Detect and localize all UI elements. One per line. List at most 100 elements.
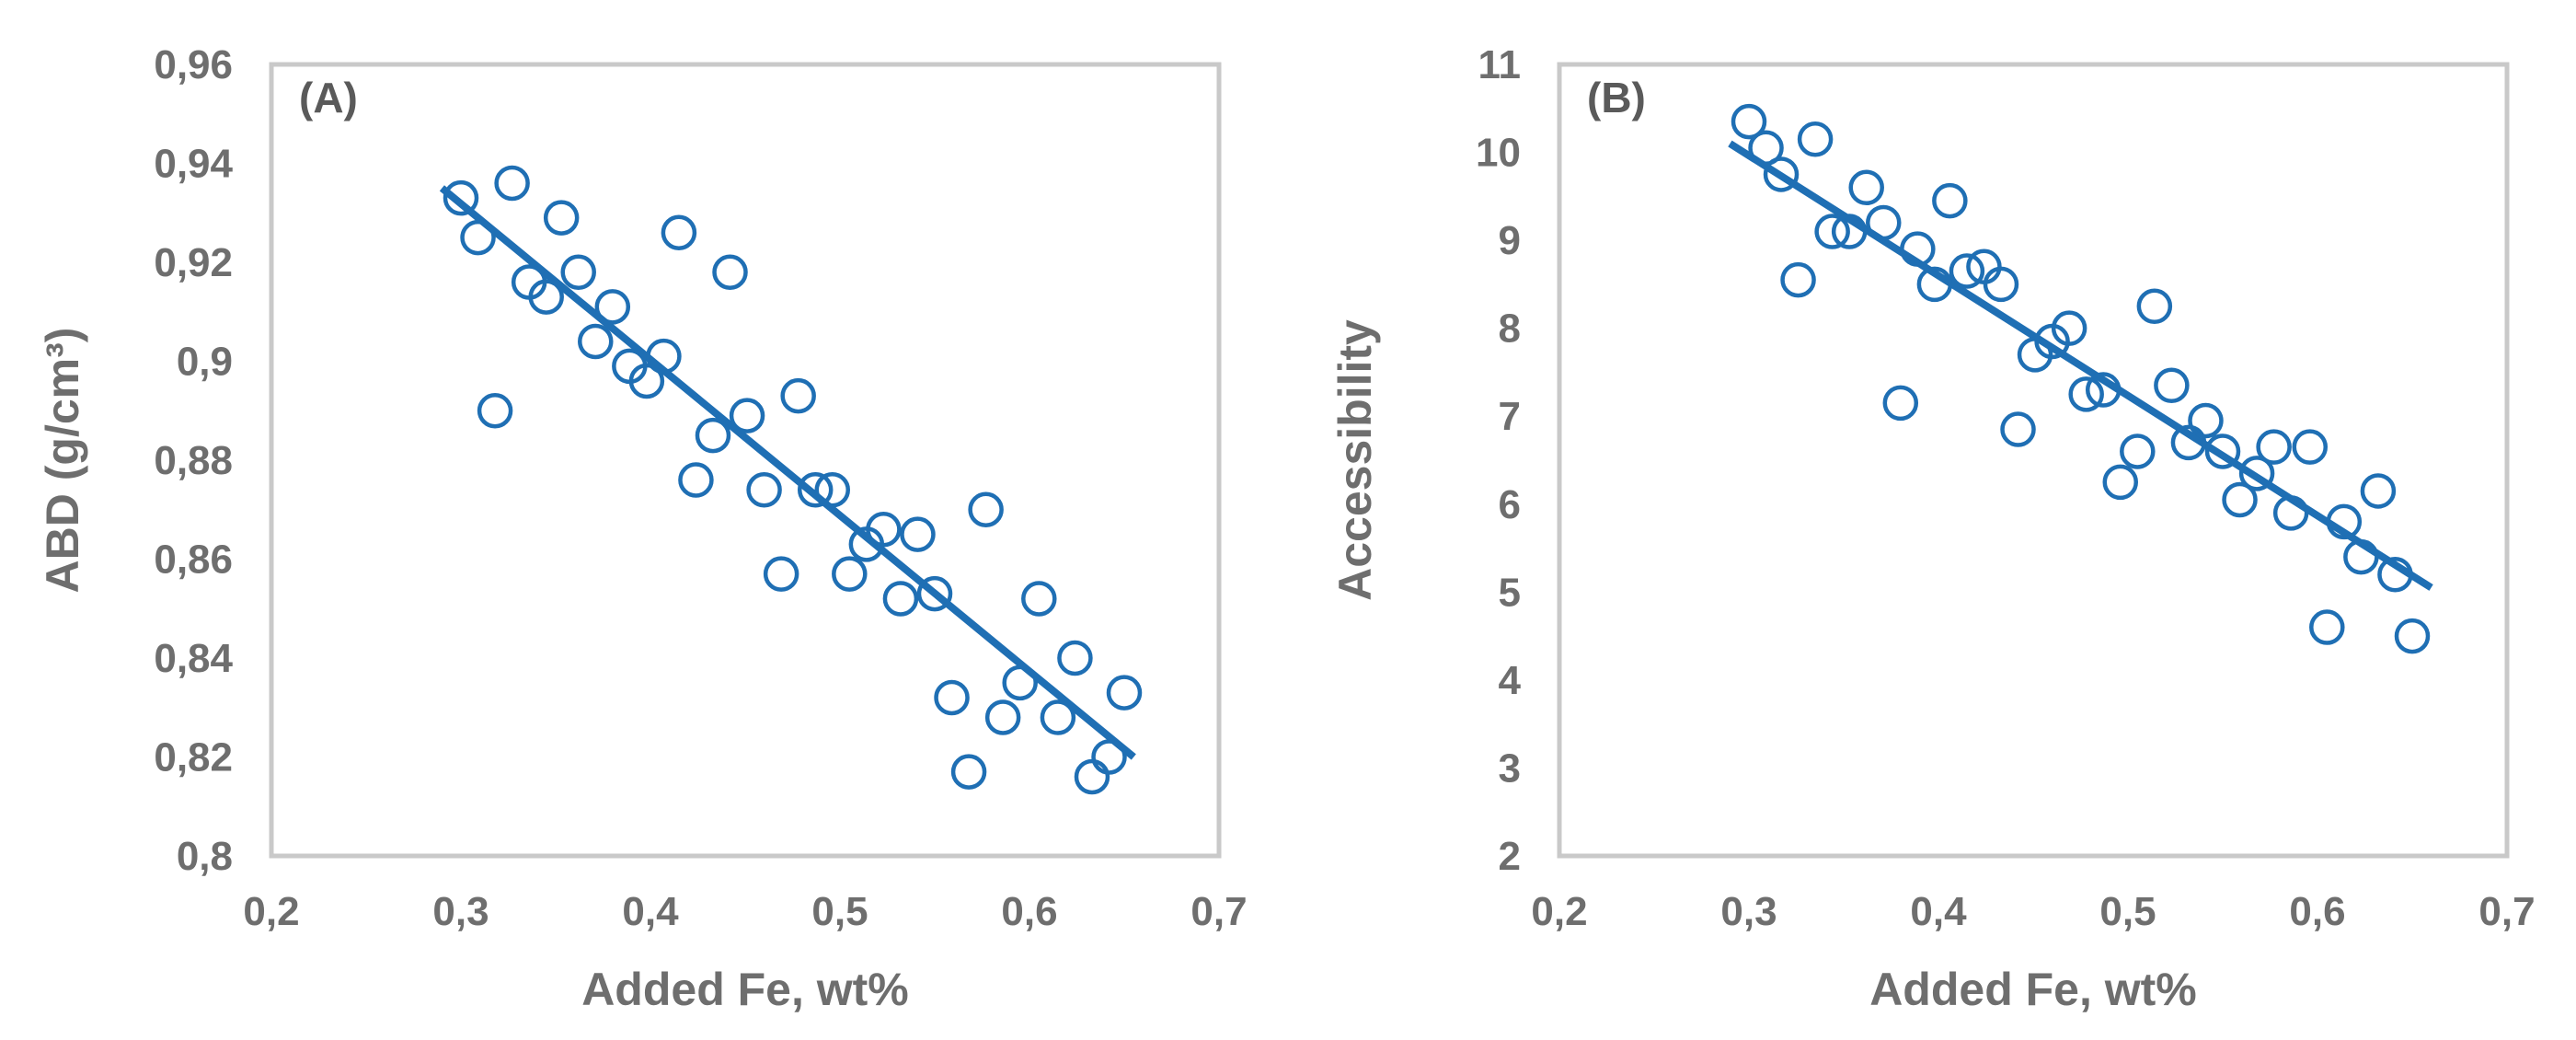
chart-b-data-point	[1983, 266, 2019, 303]
chart-b-x-tick-label: 0,7	[2478, 889, 2535, 934]
chart-b-data-point	[2136, 288, 2173, 325]
chart-b-x-tick-label: 0,4	[1910, 889, 1967, 934]
chart-b-y-tick-label: 11	[1478, 42, 1521, 87]
chart-b-y-tick-label: 8	[1499, 306, 1521, 352]
chart-b-data-point	[2102, 464, 2139, 501]
chart-b-data-point	[2326, 503, 2363, 540]
chart-a-data-point	[934, 679, 970, 716]
chart-a-data-point	[1040, 699, 1076, 735]
chart-a-plot-frame	[269, 62, 1222, 859]
chart-b-data-point	[1932, 182, 1968, 219]
chart-a-data-point	[646, 338, 682, 375]
chart-a-data-point	[1091, 739, 1127, 775]
chart-b-y-axis-title: Accessibility	[1329, 319, 1381, 601]
chart-b-data-point	[2394, 618, 2431, 654]
chart-a-data-point	[1002, 664, 1038, 701]
chart-b-data-point	[2051, 310, 2087, 346]
chart-a-y-tick-label: 0,9	[177, 340, 233, 385]
chart-a-data-point	[763, 556, 799, 592]
chart-a-data-point	[1057, 640, 1093, 676]
chart-a-data-point	[477, 393, 513, 429]
chart-a-y-axis-title: ABD (g/cm³)	[37, 328, 88, 594]
chart-b-y-tick-label: 4	[1499, 658, 1522, 703]
chart-a-data-point	[746, 472, 782, 508]
chart-b-panel-label: (B)	[1587, 74, 1646, 121]
chart-a-data-point	[661, 214, 697, 250]
chart-b-data-point	[2204, 433, 2241, 469]
chart-b-data-point	[2309, 609, 2345, 645]
chart-b-data-point	[2222, 481, 2258, 518]
chart-b-data-point	[1848, 169, 1884, 206]
chart-a-data-point	[712, 254, 748, 290]
chart-a-data-point	[578, 323, 614, 360]
chart-b-data-point	[1814, 214, 1850, 249]
chart-a-data-point	[543, 200, 580, 236]
chart-a-x-tick-label: 0,4	[622, 889, 679, 934]
chart-a-x-axis-title: Added Fe, wt%	[581, 964, 909, 1015]
chart-b-x-axis-title: Added Fe, wt%	[1869, 964, 2197, 1015]
chart-a-group: 0,8 0,82 0,84 0,86 0,88 0,9 0,92 0,94 0,96 0,2 0,3…	[37, 42, 1248, 1015]
chart-b-x-tick-label: 0,6	[2289, 889, 2345, 934]
chart-a-data-point	[984, 699, 1021, 735]
chart-a-panel-label: (A)	[299, 74, 358, 121]
chart-b-y-tick-label: 7	[1499, 394, 1521, 439]
chart-b-data-point	[1780, 261, 1816, 298]
chart-a-data-point	[628, 363, 665, 399]
chart-a-y-tick-label: 0,86	[154, 537, 233, 583]
chart-b-data-point	[1763, 156, 1800, 192]
chart-b-y-tick-label: 10	[1476, 131, 1521, 176]
chart-a-y-tick-label: 0,92	[154, 240, 233, 285]
chart-b-data-point	[2292, 429, 2329, 465]
chart-b-x-tick-label: 0,2	[1531, 889, 1587, 934]
chart-a-data-point	[1106, 675, 1143, 711]
chart-a-data-point	[594, 289, 631, 325]
chart-a-y-tick-label: 0,8	[177, 834, 233, 879]
chart-a-y-tick-label: 0,96	[154, 42, 233, 87]
chart-a-data-point	[560, 254, 596, 290]
chart-b-data-point	[1882, 385, 1919, 422]
chart-a-data-point	[866, 512, 902, 548]
chart-a-data-point	[797, 472, 834, 508]
chart-b-data-point	[2272, 495, 2309, 531]
chart-a-y-tick-label: 0,88	[154, 438, 233, 483]
chart-b-data-point	[2238, 456, 2275, 491]
chart-b-data-point	[1949, 253, 1985, 289]
chart-b-data-point	[1731, 103, 1767, 140]
chart-b-y-tick-label: 9	[1499, 218, 1521, 263]
chart-a-data-point	[528, 279, 564, 315]
chart-b-data-point	[2343, 538, 2379, 575]
chart-b-data-point	[2256, 429, 2292, 465]
chart-a-x-tick-label: 0,5	[811, 889, 868, 934]
chart-a-data-point	[729, 398, 765, 433]
chart-b-y-tick-label: 6	[1499, 482, 1521, 527]
chart-b-data-point	[1748, 130, 1784, 167]
chart-a-x-tick-label: 0,3	[432, 889, 489, 934]
chart-a-data-point	[494, 165, 530, 202]
chart-b-x-tick-label: 0,5	[2099, 889, 2156, 934]
chart-b-y-tick-label: 3	[1499, 745, 1521, 791]
chart-a-data-point	[780, 377, 816, 414]
chart-b-data-point	[2085, 372, 2122, 408]
chart-b-data-point	[2154, 367, 2190, 404]
chart-a-data-point	[678, 462, 714, 498]
chart-a-data-point	[460, 219, 496, 256]
chart-a-y-tick-label: 0,84	[154, 636, 233, 681]
chart-a-trendline	[439, 185, 1136, 760]
chart-b-data-point	[1831, 214, 1868, 249]
chart-b-y-tick-label: 5	[1499, 570, 1521, 615]
chart-b-data-point	[2377, 556, 2413, 593]
chart-b-data-point	[2360, 473, 2397, 509]
chart-b-data-point	[1866, 204, 1902, 241]
chart-a-data-point	[1021, 581, 1057, 617]
chart-b-data-point	[2068, 376, 2104, 412]
chart-b-data-point	[2170, 424, 2207, 461]
chart-b-data-point	[1797, 121, 1834, 157]
chart-b-data-point	[2120, 433, 2156, 469]
chart-a-data-point	[814, 472, 851, 508]
chart-a-data-point	[832, 556, 868, 592]
chart-a-data-point	[916, 575, 953, 612]
chart-a-data-point	[950, 754, 987, 790]
chart-b-data-point	[2000, 411, 2036, 447]
